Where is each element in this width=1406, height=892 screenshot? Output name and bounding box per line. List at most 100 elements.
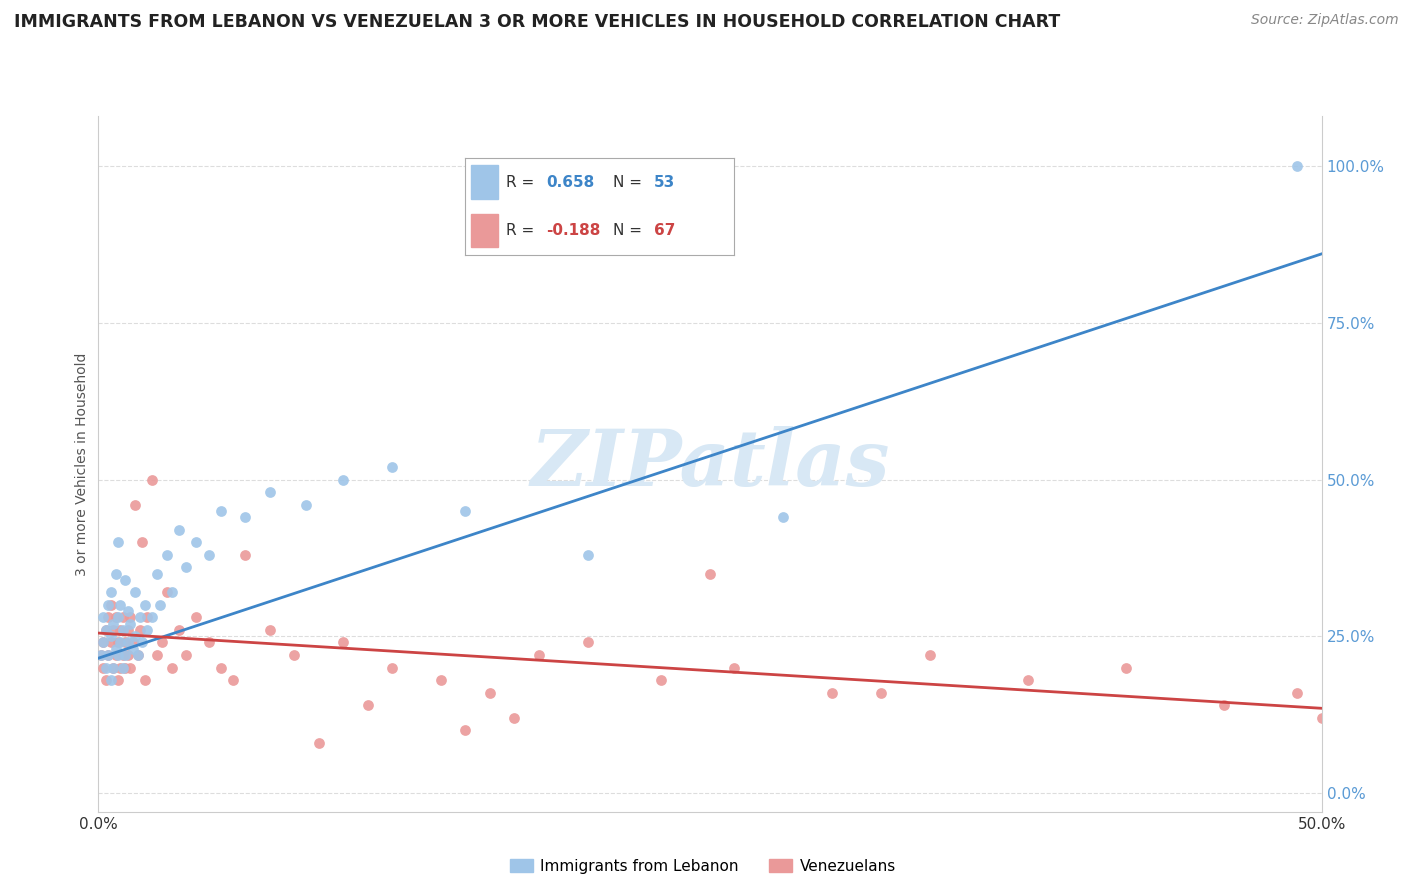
Point bbox=[430, 673, 453, 687]
Point bbox=[259, 623, 281, 637]
Point bbox=[101, 616, 124, 631]
Point bbox=[101, 623, 124, 637]
Point bbox=[121, 641, 143, 656]
Text: IMMIGRANTS FROM LEBANON VS VENEZUELAN 3 OR MORE VEHICLES IN HOUSEHOLD CORRELATIO: IMMIGRANTS FROM LEBANON VS VENEZUELAN 3 … bbox=[14, 13, 1060, 31]
Point bbox=[124, 629, 146, 643]
Point bbox=[107, 673, 129, 687]
Point bbox=[1212, 698, 1234, 713]
Point bbox=[107, 610, 129, 624]
Point bbox=[527, 648, 550, 662]
Point bbox=[110, 598, 132, 612]
Point bbox=[107, 535, 129, 549]
Point bbox=[134, 673, 156, 687]
Point bbox=[723, 660, 745, 674]
Point bbox=[94, 623, 117, 637]
Point bbox=[107, 648, 129, 662]
Point bbox=[90, 648, 112, 662]
Point bbox=[454, 723, 477, 738]
Point bbox=[576, 548, 599, 562]
Text: -0.188: -0.188 bbox=[546, 223, 600, 238]
Point bbox=[176, 560, 198, 574]
Point bbox=[1115, 660, 1137, 674]
Point bbox=[111, 648, 134, 662]
Point bbox=[167, 523, 190, 537]
Point bbox=[156, 548, 179, 562]
Text: R =: R = bbox=[506, 175, 538, 190]
Point bbox=[107, 635, 129, 649]
Point bbox=[136, 610, 159, 624]
Point bbox=[94, 660, 117, 674]
Point bbox=[576, 635, 599, 649]
Point bbox=[120, 616, 142, 631]
Point bbox=[117, 648, 139, 662]
Point bbox=[94, 623, 117, 637]
Point bbox=[114, 648, 136, 662]
Point bbox=[308, 736, 330, 750]
Point bbox=[117, 623, 139, 637]
Point bbox=[97, 648, 120, 662]
Point bbox=[650, 673, 672, 687]
Point bbox=[104, 610, 127, 624]
Point bbox=[156, 585, 179, 599]
Point bbox=[233, 548, 256, 562]
Point bbox=[134, 598, 156, 612]
Point bbox=[150, 635, 173, 649]
Point bbox=[222, 673, 245, 687]
Point bbox=[114, 573, 136, 587]
Point bbox=[1286, 159, 1309, 173]
Text: N =: N = bbox=[613, 175, 647, 190]
Text: 67: 67 bbox=[654, 223, 675, 238]
Point bbox=[146, 648, 169, 662]
Point bbox=[91, 610, 114, 624]
Point bbox=[772, 510, 794, 524]
Point bbox=[146, 566, 169, 581]
Point bbox=[101, 660, 124, 674]
Point bbox=[111, 623, 134, 637]
Point bbox=[121, 635, 143, 649]
Text: 53: 53 bbox=[654, 175, 675, 190]
Point bbox=[283, 648, 305, 662]
Point bbox=[131, 635, 153, 649]
Point bbox=[97, 648, 120, 662]
Point bbox=[160, 585, 183, 599]
Point bbox=[124, 585, 146, 599]
Point bbox=[110, 660, 132, 674]
Point bbox=[259, 485, 281, 500]
Point bbox=[127, 648, 149, 662]
Bar bbox=[471, 166, 498, 199]
Point bbox=[91, 635, 114, 649]
Point bbox=[114, 660, 136, 674]
Point bbox=[101, 660, 124, 674]
Point bbox=[870, 685, 893, 699]
Point bbox=[295, 498, 318, 512]
Point bbox=[111, 610, 134, 624]
Point bbox=[124, 498, 146, 512]
Point bbox=[136, 623, 159, 637]
Point bbox=[821, 685, 844, 699]
Point bbox=[186, 535, 208, 549]
Point bbox=[454, 504, 477, 518]
Point bbox=[97, 610, 120, 624]
Point bbox=[1286, 685, 1309, 699]
Point bbox=[127, 648, 149, 662]
Point bbox=[100, 629, 122, 643]
Point bbox=[104, 641, 127, 656]
Legend: Immigrants from Lebanon, Venezuelans: Immigrants from Lebanon, Venezuelans bbox=[503, 853, 903, 880]
Point bbox=[381, 460, 404, 475]
Point bbox=[129, 623, 152, 637]
Point bbox=[100, 585, 122, 599]
Point bbox=[167, 623, 190, 637]
Point bbox=[104, 648, 127, 662]
Point bbox=[197, 548, 219, 562]
Point bbox=[97, 598, 120, 612]
Point bbox=[209, 504, 232, 518]
Point bbox=[100, 598, 122, 612]
Point bbox=[176, 648, 198, 662]
Point bbox=[141, 473, 163, 487]
Point bbox=[503, 711, 526, 725]
Point bbox=[100, 635, 122, 649]
Point bbox=[100, 673, 122, 687]
Point bbox=[120, 610, 142, 624]
Point bbox=[478, 685, 501, 699]
Point bbox=[699, 566, 721, 581]
